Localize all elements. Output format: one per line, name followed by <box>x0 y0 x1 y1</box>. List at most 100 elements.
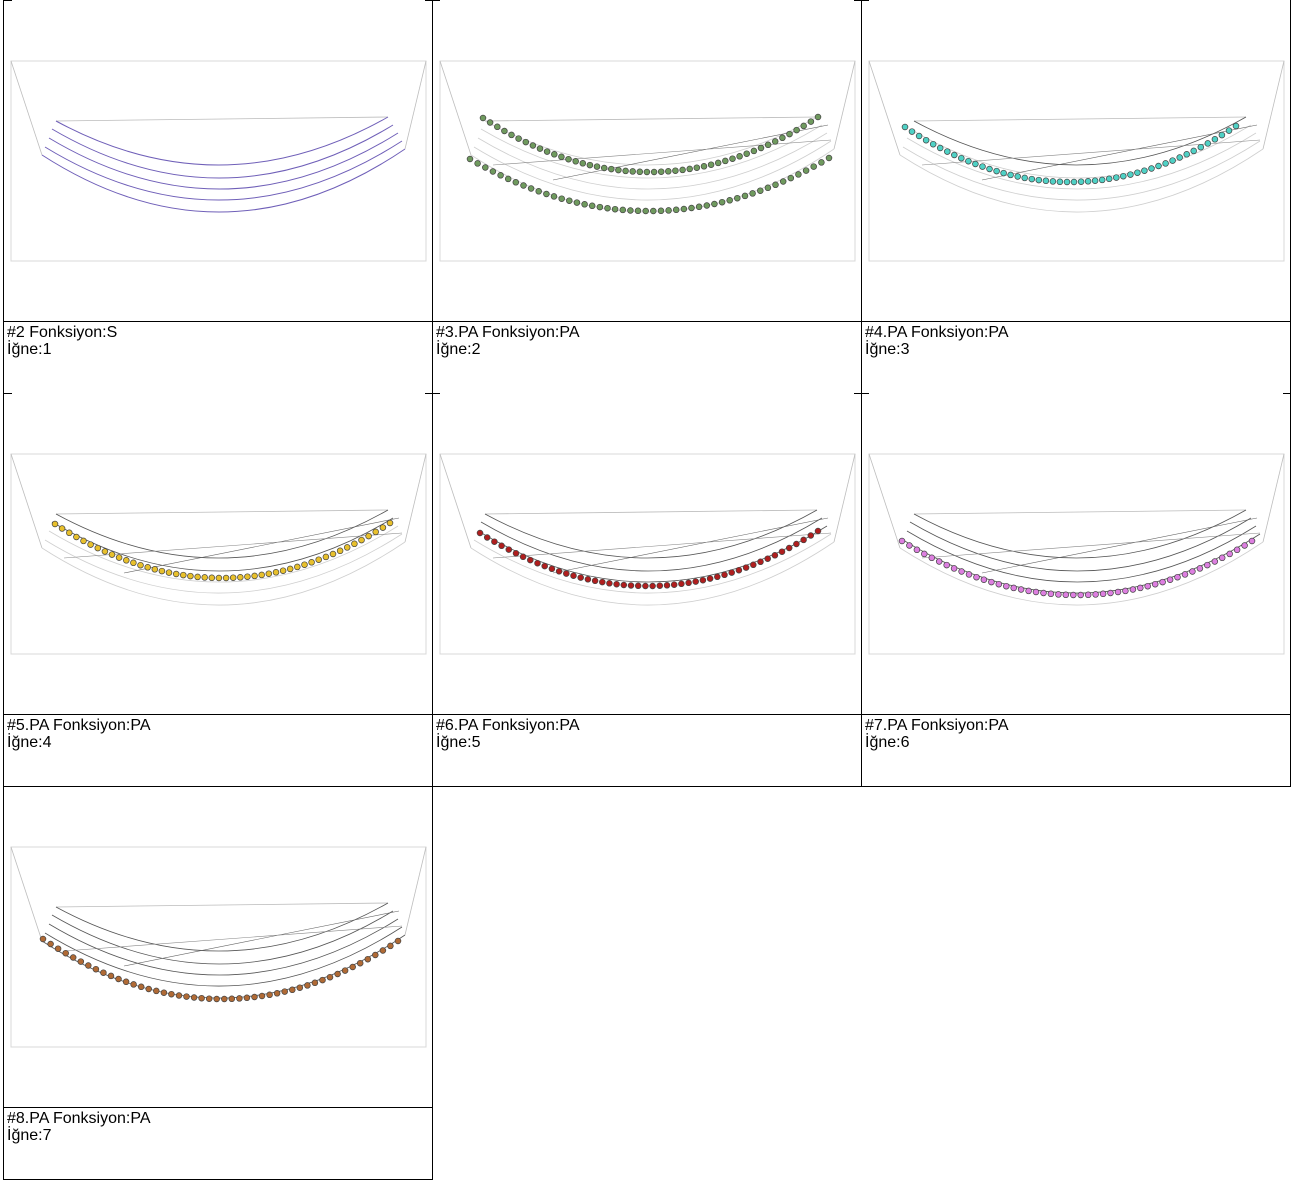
bead <box>1049 178 1057 185</box>
bead <box>565 155 572 163</box>
bead <box>1137 584 1144 592</box>
bead <box>386 519 394 527</box>
bead <box>807 118 815 125</box>
bead <box>611 205 619 213</box>
bead <box>958 154 965 162</box>
preview-cell[interactable]: #3.PA Fonksiyon:PA İğne:2 <box>433 0 862 393</box>
bead <box>743 150 750 157</box>
bead <box>936 144 944 152</box>
bead <box>222 574 230 582</box>
bead <box>929 140 937 148</box>
bead <box>606 580 613 587</box>
preview-cell[interactable]: #6.PA Fonksiyon:PA İğne:5 <box>433 393 862 786</box>
bead <box>1055 591 1062 598</box>
bead <box>301 561 308 568</box>
bead <box>39 935 47 943</box>
bead <box>988 578 995 586</box>
bead <box>183 993 190 1000</box>
jump-stitch <box>492 139 832 166</box>
top-line <box>484 509 818 515</box>
bead <box>718 198 726 206</box>
bead <box>593 163 601 170</box>
bead <box>650 168 658 176</box>
bead <box>100 969 107 976</box>
stitch-row <box>44 926 403 987</box>
bead <box>785 544 793 552</box>
bead <box>749 190 756 197</box>
top-line <box>55 902 389 908</box>
bead <box>573 199 581 206</box>
bead <box>714 573 721 581</box>
bead <box>979 163 986 170</box>
bead <box>802 167 810 174</box>
bead <box>650 207 657 215</box>
bead <box>921 550 928 558</box>
bead <box>483 534 491 541</box>
hoop-frame <box>439 60 856 262</box>
bead <box>608 165 615 173</box>
bead <box>73 533 80 541</box>
preview-caption: #4.PA Fonksiyon:PA İğne:3 <box>862 321 1291 393</box>
bead <box>394 937 402 945</box>
bead <box>965 157 972 165</box>
bead <box>494 123 501 131</box>
bead <box>479 114 487 122</box>
preview-caption: #8.PA Fonksiyon:PA İğne:7 <box>4 1107 433 1179</box>
bead <box>915 132 923 140</box>
bead <box>764 555 771 562</box>
bead <box>80 537 87 545</box>
bead <box>221 995 228 1003</box>
bead <box>379 524 387 531</box>
bead <box>555 568 563 575</box>
needle-label: İğne:5 <box>436 734 481 751</box>
bead <box>707 161 715 168</box>
bead <box>229 574 237 581</box>
bead <box>1141 167 1148 174</box>
bead <box>579 160 587 167</box>
bead <box>800 536 807 544</box>
preview-cell[interactable]: #2 Fonksiyon:S İğne:1 <box>4 0 433 393</box>
bead <box>527 185 535 192</box>
bead <box>771 138 779 145</box>
jump-stitch <box>552 517 829 574</box>
preview-cell[interactable]: #8.PA Fonksiyon:PA İğne:7 <box>4 786 433 1179</box>
bead <box>1028 175 1036 183</box>
edge-line <box>868 60 901 156</box>
bead <box>137 983 145 991</box>
stitch-row <box>48 918 399 976</box>
bead <box>341 967 349 974</box>
stitch-row <box>899 148 1264 213</box>
stitch-row <box>51 517 394 572</box>
bead <box>308 559 315 566</box>
bead <box>1159 578 1166 586</box>
preview-cell[interactable]: #7.PA Fonksiyon:PA İğne:6 <box>862 393 1291 786</box>
bead <box>1232 122 1240 130</box>
bead <box>672 167 679 174</box>
bead <box>566 197 573 204</box>
bead <box>973 573 980 581</box>
bead <box>636 168 644 176</box>
hoop-frame <box>10 846 427 1048</box>
bead <box>1127 171 1134 178</box>
stitch-row <box>55 116 389 166</box>
bead <box>787 174 795 182</box>
bead <box>1226 550 1233 558</box>
bead <box>814 113 822 121</box>
bead <box>958 568 965 575</box>
bead <box>258 992 266 1000</box>
stitch-preview <box>868 60 1285 262</box>
stitch-row <box>484 509 818 559</box>
bead <box>1107 589 1114 597</box>
needle-label: İğne:3 <box>865 341 910 358</box>
stitch-preview <box>10 60 427 262</box>
bead <box>172 570 180 578</box>
bead <box>764 141 772 149</box>
preview-cell[interactable]: #4.PA Fonksiyon:PA İğne:3 <box>862 0 1291 393</box>
preview-cell[interactable]: #5.PA Fonksiyon:PA İğne:4 <box>4 393 433 786</box>
bead <box>501 127 508 135</box>
jump-stitch <box>981 517 1258 574</box>
jump-stitch <box>492 532 832 559</box>
bead <box>536 145 544 152</box>
bead <box>680 205 688 213</box>
bead <box>153 987 160 995</box>
